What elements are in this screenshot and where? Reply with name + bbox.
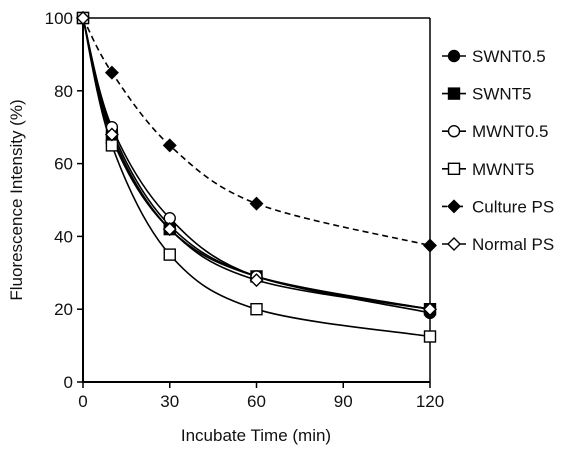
data-point-culture-ps	[162, 138, 177, 153]
legend-label-swnt0-5: SWNT0.5	[472, 47, 546, 66]
data-point-mwnt5	[105, 139, 119, 152]
y-tick-label: 0	[64, 373, 73, 392]
x-tick-label: 90	[334, 392, 353, 411]
series-line-swnt5	[82, 17, 431, 310]
ticks: 0 20 40 60 80 100 0 30 60 90 120	[45, 9, 445, 411]
series-line-swnt0-5	[82, 17, 431, 314]
y-tick-label: 20	[54, 300, 73, 319]
data-point-mwnt5	[163, 248, 176, 261]
legend-marker-normal-ps	[447, 237, 461, 251]
data-point-normal-ps	[76, 11, 90, 25]
legend-marker-culture-ps	[447, 199, 461, 214]
y-tick-label: 80	[54, 82, 73, 101]
y-tick-label: 100	[45, 9, 73, 28]
data-point-culture-ps	[423, 238, 437, 253]
y-axis-title: Fluorescence Intensity (%)	[7, 99, 26, 300]
data-point-mwnt0-5	[163, 211, 176, 225]
legend-label-mwnt0-5: MWNT0.5	[472, 122, 549, 141]
data-point-normal-ps	[249, 273, 264, 288]
legend-label-mwnt5: MWNT5	[472, 160, 534, 179]
series-line-culture-ps	[82, 17, 431, 247]
legend-label-swnt5: SWNT5	[472, 85, 532, 104]
y-tick-label: 40	[54, 227, 73, 246]
series-curves	[82, 17, 431, 338]
legend-marker-mwnt0-5	[447, 124, 461, 138]
series-line-mwnt0-5	[82, 17, 431, 310]
x-tick-label: 60	[247, 392, 266, 411]
legend-label-normal-ps: Normal PS	[472, 235, 554, 254]
data-point-normal-ps	[423, 302, 437, 317]
data-point-normal-ps	[162, 222, 177, 237]
data-point-normal-ps	[104, 127, 119, 142]
legend-marker-swnt0-5	[447, 49, 461, 63]
legend-marker-mwnt5	[447, 162, 461, 176]
data-point-culture-ps	[249, 196, 264, 211]
data-point-culture-ps	[104, 65, 119, 80]
x-tick-label: 0	[78, 392, 87, 411]
x-axis-title: Incubate Time (min)	[181, 426, 331, 445]
x-tick-label: 120	[416, 392, 444, 411]
series-line-normal-ps	[82, 17, 431, 310]
series-markers	[76, 11, 437, 343]
axes	[82, 17, 431, 383]
data-point-mwnt5	[250, 303, 263, 316]
legend-label-culture-ps: Culture PS	[472, 197, 554, 216]
data-point-mwnt5	[423, 330, 437, 343]
legend-marker-swnt5	[447, 87, 461, 100]
y-tick-label: 60	[54, 155, 73, 174]
x-tick-label: 30	[160, 392, 179, 411]
legend: SWNT0.5 SWNT5 MWNT0.5 MWNT5 Culture PS Normal…	[442, 47, 554, 254]
